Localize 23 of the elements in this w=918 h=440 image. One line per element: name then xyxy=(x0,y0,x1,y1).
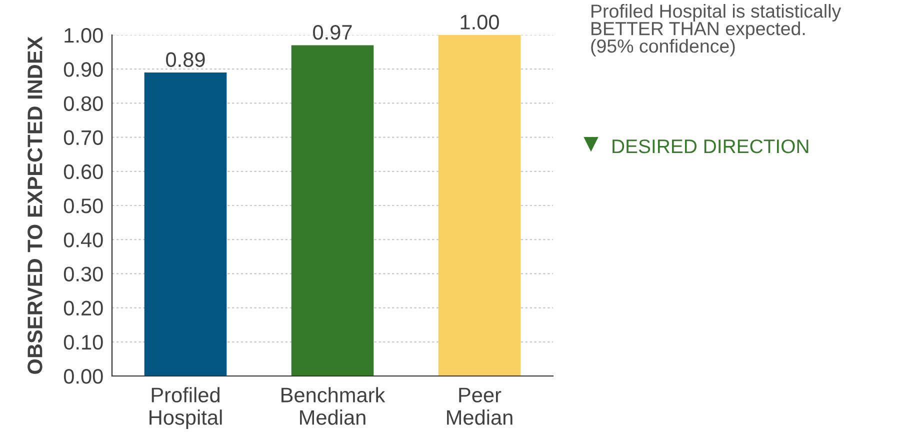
y-tick-label: 0.60 xyxy=(64,164,103,180)
y-tick-label: 0.00 xyxy=(64,369,103,384)
data-label: 0.97 xyxy=(313,24,352,40)
x-tick-label: Profiled Hospital xyxy=(150,387,222,429)
y-tick-label: 0.50 xyxy=(64,198,103,214)
y-tick-label: 0.70 xyxy=(64,130,103,146)
y-tick-label: 1.00 xyxy=(64,28,103,43)
bar xyxy=(438,35,521,376)
bar xyxy=(291,45,374,376)
text: Profiled Hospital is statistically BETTER THAN expected. (95% confidence) xyxy=(591,4,842,56)
bar xyxy=(144,72,227,376)
y-tick-label: 0.10 xyxy=(64,334,103,350)
text: DESIRED DIRECTION xyxy=(612,139,808,154)
y-axis-title: OBSERVED TO EXPECTED INDEX xyxy=(28,36,42,374)
y-tick-label: 0.80 xyxy=(64,96,103,111)
y-tick-label: 0.90 xyxy=(64,62,103,77)
y-tick-label: 0.30 xyxy=(64,266,103,282)
y-tick-label: 0.20 xyxy=(64,300,103,316)
data-label: 0.89 xyxy=(166,52,205,68)
x-tick-label: Benchmark Median xyxy=(282,387,386,425)
y-tick-label: 0.40 xyxy=(64,232,103,248)
x-tick-label: Peer Median xyxy=(447,388,512,425)
data-label: 1.00 xyxy=(460,14,499,30)
